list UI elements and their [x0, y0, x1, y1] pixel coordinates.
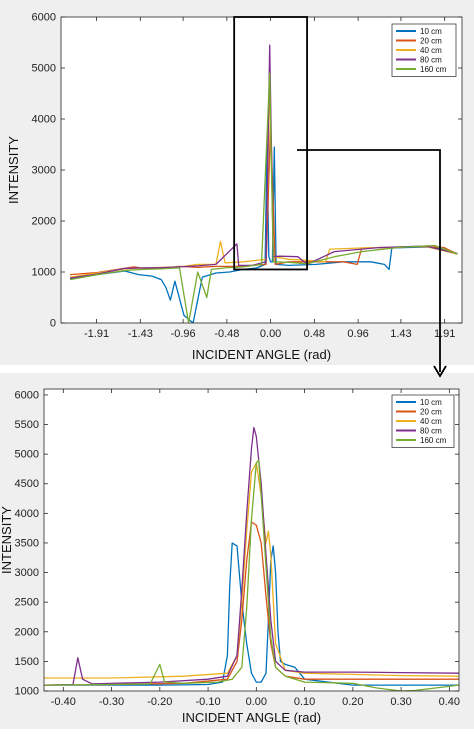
- legend-entry-label: 80 cm: [420, 427, 442, 436]
- x-tick-label: -1.43: [128, 328, 153, 340]
- y-tick-label: 2000: [15, 626, 39, 638]
- x-tick-label: 0.96: [347, 328, 368, 340]
- x-tick-label: -0.96: [171, 328, 196, 340]
- zoom-region-box: [233, 16, 308, 271]
- y-tick-label: 5000: [15, 449, 39, 461]
- x-tick-label: 0.40: [439, 696, 460, 708]
- zoomed-chart-panel: -0.40 -0.30 -0.20 -0.10 0.00 0.10 0.20 0.30 0.40…: [0, 373, 474, 729]
- overview-chart: -1.91 -1.43 -0.96 -0.48 0.00 0.48 0.96 1.43 1.91…: [6, 12, 463, 362]
- y-tick-label: 3000: [32, 165, 56, 177]
- x-tick-label: -0.10: [196, 696, 221, 708]
- y-tick-label: 3000: [15, 567, 39, 579]
- y-tick-label: 1000: [15, 686, 39, 698]
- legend-box: [391, 394, 455, 448]
- series-line-20cm: [44, 521, 459, 686]
- x-tick-label: 0.10: [294, 696, 315, 708]
- x-tick-label: 1.91: [434, 328, 455, 340]
- plot-frame: [43, 388, 460, 692]
- x-tick-label: -1.91: [84, 328, 109, 340]
- legend-entry-label: 10 cm: [420, 27, 442, 36]
- series-group: [44, 426, 459, 691]
- y-axis-label: INTENSITY: [6, 136, 21, 204]
- x-tick-label: -0.20: [147, 696, 172, 708]
- legend-entry-label: 40 cm: [420, 417, 442, 426]
- x-tick-label: 0.00: [246, 696, 267, 708]
- plot-area: [44, 389, 459, 691]
- y-tick-label: 2000: [32, 216, 56, 228]
- y-tick-label: 6000: [15, 389, 39, 401]
- y-tick-label: 4000: [15, 508, 39, 520]
- zoomed-chart: -0.40 -0.30 -0.20 -0.10 0.00 0.10 0.20 0.30 0.40…: [0, 388, 460, 725]
- x-tick-label: -0.48: [214, 328, 239, 340]
- legend-entry-label: 20 cm: [420, 37, 442, 46]
- legend-entry-label: 20 cm: [420, 408, 442, 417]
- y-axis-label: INTENSITY: [0, 506, 14, 574]
- y-tick-label: 5500: [15, 419, 39, 431]
- x-tick-label: 0.20: [342, 696, 363, 708]
- series-line-80cm: [44, 426, 459, 686]
- x-axis-label: INCIDENT ANGLE (rad): [192, 347, 331, 362]
- y-tick-label: 0: [50, 318, 56, 330]
- legend-entry-label: 160 cm: [420, 65, 447, 74]
- y-tick-label: 6000: [32, 12, 56, 24]
- y-tick-label: 3500: [15, 537, 39, 549]
- y-tick-label: 5000: [32, 63, 56, 75]
- y-tick-label: 1500: [15, 656, 39, 668]
- overview-chart-panel: -1.91 -1.43 -0.96 -0.48 0.00 0.48 0.96 1.43 1.91…: [0, 0, 474, 365]
- y-tick-label: 1000: [32, 267, 56, 279]
- x-tick-label: 0.48: [304, 328, 325, 340]
- x-tick-label: -0.30: [99, 696, 124, 708]
- y-tick-label: 4000: [32, 114, 56, 126]
- x-tick-label: 1.43: [390, 328, 411, 340]
- y-tick-label: 4500: [15, 478, 39, 490]
- series-line-160cm: [44, 459, 459, 691]
- legend-entry-label: 10 cm: [420, 398, 442, 407]
- x-axis-label: INCIDENT ANGLE (rad): [182, 710, 321, 725]
- x-tick-label: 0.30: [390, 696, 411, 708]
- x-tick-label: 0.00: [260, 328, 281, 340]
- x-tick-label: -0.40: [51, 696, 76, 708]
- legend-entry-label: 40 cm: [420, 46, 442, 55]
- legend-entry-label: 160 cm: [420, 436, 447, 445]
- legend-entry-label: 80 cm: [420, 56, 442, 65]
- y-tick-label: 2500: [15, 597, 39, 609]
